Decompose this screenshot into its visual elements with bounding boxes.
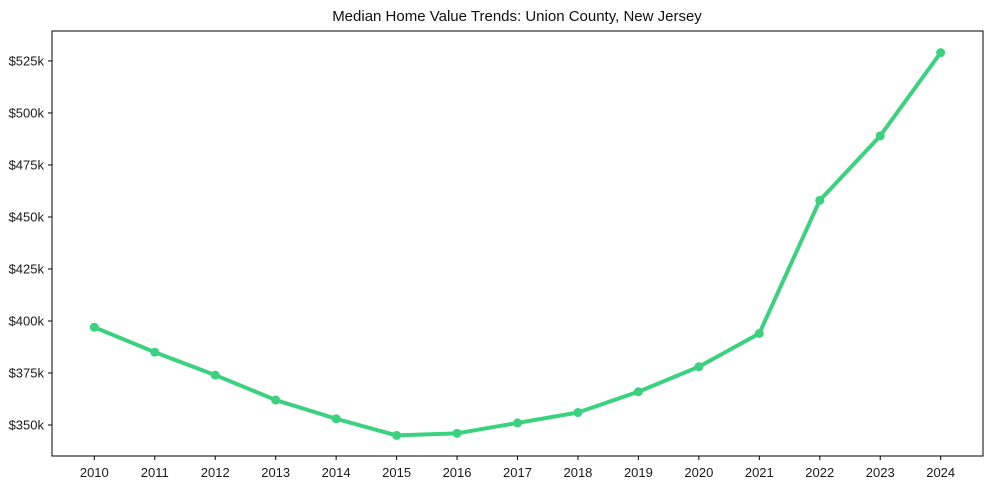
x-axis: 2010 2011 2012 2013 2014 2015 2016 2017 2018 2019…	[80, 456, 955, 480]
x-tick-label: 2019	[624, 465, 653, 480]
trend-line	[92, 50, 943, 438]
x-tick-label: 2020	[684, 465, 713, 480]
x-tick-label: 2016	[443, 465, 472, 480]
y-tick-label: $525k	[9, 54, 45, 69]
y-tick-label: $450k	[9, 210, 45, 225]
chart-title: Median Home Value Trends: Union County, …	[332, 8, 702, 25]
x-tick-label: 2021	[745, 465, 774, 480]
data-point-2010	[89, 322, 99, 332]
x-tick-label: 2011	[141, 465, 169, 480]
x-tick-label: 2014	[322, 465, 351, 480]
data-point-2018	[573, 408, 583, 418]
x-tick-label: 2010	[80, 465, 109, 480]
data-point-2012	[210, 370, 220, 380]
x-tick-label: 2024	[926, 465, 955, 480]
y-tick-label: $425k	[9, 262, 45, 277]
plot-frame	[51, 30, 984, 457]
y-tick-label: $475k	[9, 158, 45, 173]
data-point-2015	[392, 430, 402, 440]
x-tick-label: 2015	[382, 465, 411, 480]
data-point-2019	[633, 387, 643, 397]
data-series	[89, 48, 946, 440]
y-tick-label: $400k	[9, 314, 45, 329]
x-tick-label: 2012	[201, 465, 230, 480]
y-tick-label: $350k	[9, 418, 45, 433]
y-tick-label: $375k	[9, 366, 45, 381]
data-point-2020	[694, 362, 704, 372]
x-tick-label: 2013	[261, 465, 290, 480]
x-tick-label: 2022	[805, 465, 834, 480]
x-tick-label: 2017	[503, 465, 532, 480]
data-point-2024	[936, 48, 946, 58]
data-point-2022	[815, 195, 825, 205]
y-axis: $350k $375k $400k $425k $450k $475k $500k $525k	[9, 54, 52, 433]
data-point-2016	[452, 428, 462, 438]
data-point-2017	[513, 418, 522, 428]
y-tick-label: $500k	[9, 106, 45, 121]
data-point-2013	[271, 395, 281, 405]
data-point-2011	[150, 347, 160, 357]
x-tick-label: 2023	[866, 465, 895, 480]
x-tick-label: 2018	[563, 465, 592, 480]
data-point-2023	[875, 131, 885, 141]
data-point-2014	[331, 414, 341, 424]
data-point-2021	[754, 328, 764, 338]
